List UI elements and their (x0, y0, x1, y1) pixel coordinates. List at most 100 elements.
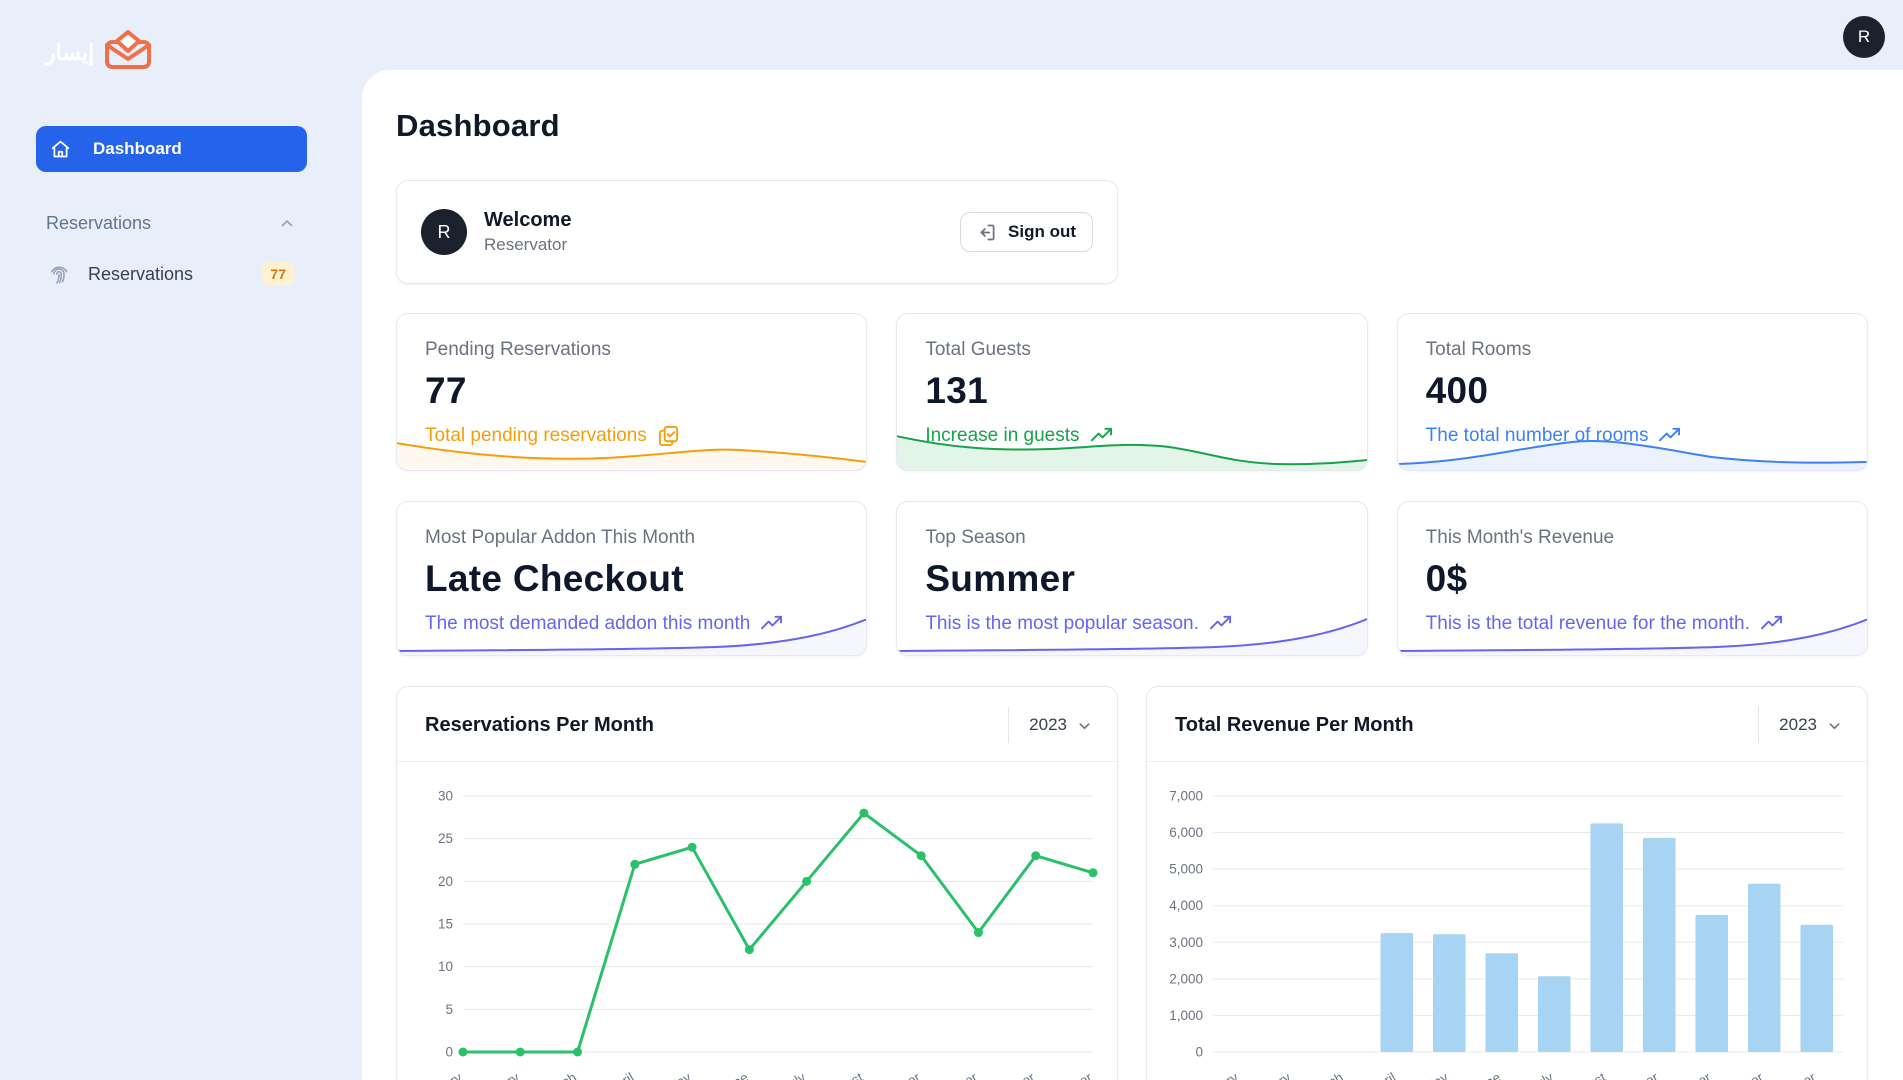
welcome-card: R Welcome Reservator Sign out (396, 180, 1118, 284)
clipboard-check-icon (657, 424, 680, 447)
stat-card-top-season: Top Season Summer This is the most popul… (896, 501, 1368, 656)
svg-text:April: April (1367, 1070, 1398, 1080)
stat-title: Total Guests (925, 339, 1031, 360)
svg-text:July: July (1527, 1069, 1556, 1080)
logo-envelope-icon (102, 28, 154, 77)
svg-text:7,000: 7,000 (1169, 789, 1203, 804)
stat-value: 77 (425, 370, 467, 411)
svg-text:2,000: 2,000 (1169, 971, 1203, 986)
app-logo: إيسار (45, 28, 154, 77)
svg-text:January: January (1192, 1069, 1241, 1080)
stat-title: Most Popular Addon This Month (425, 527, 696, 548)
svg-text:June: June (1470, 1070, 1503, 1080)
logo-arabic-text: إيسار (45, 39, 95, 65)
year-selector[interactable]: 2023 (1008, 707, 1117, 743)
svg-text:15: 15 (438, 917, 453, 932)
stat-sparkline (397, 442, 867, 470)
year-selector[interactable]: 2023 (1758, 707, 1867, 743)
sidebar-dashboard-label: Dashboard (93, 139, 182, 158)
stat-title: Top Season (925, 527, 1026, 548)
chart-title: Reservations Per Month (425, 713, 654, 736)
sidebar-section-reservations[interactable]: Reservations (46, 213, 296, 234)
stat-link[interactable]: This is the total revenue for the month. (1426, 612, 1783, 635)
stat-link-label: Total pending reservations (425, 424, 647, 446)
sign-out-label: Sign out (1008, 222, 1076, 241)
stat-card-popular-addon: Most Popular Addon This Month Late Check… (396, 501, 868, 656)
stat-link[interactable]: This is the most popular season. (925, 612, 1232, 635)
stats-grid: Pending Reservations 77 Total pending re… (396, 313, 1868, 656)
stat-title: Total Rooms (1425, 339, 1532, 360)
stat-card-total-rooms: Total Rooms 400 The total number of room… (1396, 313, 1868, 471)
svg-text:20: 20 (438, 874, 453, 889)
stat-link-label: This is the total revenue for the month. (1425, 612, 1750, 634)
svg-text:February: February (467, 1069, 521, 1080)
trending-up-icon (1209, 612, 1232, 635)
stat-link[interactable]: Total pending reservations (425, 424, 680, 447)
svg-text:March: March (1306, 1070, 1346, 1080)
chevron-down-icon (1076, 717, 1093, 734)
svg-text:3,000: 3,000 (1169, 935, 1203, 950)
svg-text:June: June (718, 1070, 751, 1080)
stat-title: Pending Reservations (425, 339, 611, 360)
stat-link[interactable]: Increase in guests (925, 424, 1112, 447)
svg-text:5: 5 (445, 1002, 453, 1017)
stat-sparkline (897, 618, 1367, 655)
reservations-per-month-panel: Reservations Per Month 2023 0 5 10 15 20 25 30… (396, 686, 1118, 1080)
logout-icon (977, 222, 998, 243)
revenue-bar-chart: 0 1,000 2,000 3,000 4,000 5,000 6,000 7,000 Janu… (1169, 789, 1843, 1080)
stat-link[interactable]: The most demanded addon this month (425, 612, 783, 635)
charts-row: Reservations Per Month 2023 0 5 10 15 20 25 30… (396, 686, 1868, 1080)
svg-text:September: September (858, 1069, 923, 1080)
stat-link-label: This is the most popular season. (925, 612, 1199, 634)
svg-text:April: April (605, 1070, 636, 1080)
chevron-down-icon (1826, 717, 1843, 734)
svg-text:November: November (976, 1069, 1038, 1080)
stat-link-label: Increase in guests (925, 424, 1080, 446)
svg-text:0: 0 (445, 1045, 453, 1060)
svg-text:December: December (1033, 1069, 1095, 1080)
welcome-avatar: R (421, 209, 467, 255)
trending-up-icon (1658, 424, 1681, 447)
stat-sparkline (397, 618, 867, 655)
svg-text:December: December (1757, 1069, 1819, 1080)
trending-up-icon (1090, 424, 1113, 447)
stat-link-label: The most demanded addon this month (425, 612, 751, 634)
year-selector-value: 2023 (1029, 715, 1067, 734)
chart-title: Total Revenue Per Month (1175, 713, 1414, 736)
revenue-per-month-panel: Total Revenue Per Month 2023 0 1,000 2,000… (1146, 686, 1868, 1080)
chevron-up-icon (278, 215, 296, 233)
page-title: Dashboard (396, 108, 560, 143)
stat-value: 0$ (1425, 558, 1468, 599)
year-selector-value: 2023 (1779, 715, 1817, 734)
stat-value: Summer (925, 558, 1076, 599)
trending-up-icon (760, 612, 783, 635)
svg-text:February: February (1239, 1069, 1293, 1080)
stat-card-total-guests: Total Guests 131 Increase in guests (896, 313, 1368, 471)
stat-sparkline (1397, 618, 1867, 655)
fingerprint-icon (48, 263, 70, 285)
stat-title: This Month's Revenue (1425, 527, 1615, 548)
svg-text:May: May (664, 1069, 694, 1080)
welcome-avatar-initial: R (437, 221, 451, 242)
svg-text:1,000: 1,000 (1169, 1008, 1203, 1023)
stat-card-month-revenue: This Month's Revenue 0$ This is the tota… (1396, 501, 1868, 656)
svg-text:October: October (1664, 1069, 1714, 1080)
svg-text:4,000: 4,000 (1169, 898, 1203, 913)
svg-text:May: May (1421, 1069, 1451, 1080)
sidebar-item-dashboard[interactable]: Dashboard (36, 126, 307, 172)
sidebar-item-reservations[interactable]: Reservations 77 (36, 252, 307, 296)
svg-text:November: November (1704, 1069, 1766, 1080)
trending-up-icon (1760, 612, 1783, 635)
user-avatar[interactable]: R (1843, 16, 1885, 58)
stat-sparkline (1397, 440, 1867, 470)
main-content: Dashboard R Welcome Reservator Sign out … (362, 70, 1903, 1080)
stat-value: 400 (1425, 370, 1489, 411)
svg-text:March: March (539, 1070, 579, 1080)
svg-text:July: July (780, 1069, 809, 1080)
svg-text:5,000: 5,000 (1169, 862, 1203, 877)
sign-out-button[interactable]: Sign out (960, 212, 1093, 252)
welcome-username: Reservator (484, 235, 568, 254)
svg-text:October: October (931, 1069, 981, 1080)
svg-text:25: 25 (438, 831, 453, 846)
home-icon (50, 139, 71, 160)
